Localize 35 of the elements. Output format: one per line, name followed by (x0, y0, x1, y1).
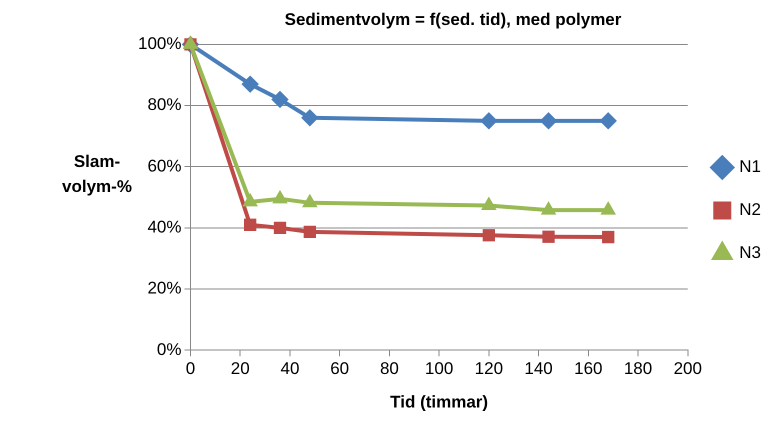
y-tick-label: 40% (147, 218, 182, 237)
point (540, 112, 558, 130)
point (542, 230, 555, 243)
x-tick-label: 140 (524, 359, 553, 378)
point (244, 218, 256, 231)
legend-label: N1 (739, 157, 762, 176)
point (482, 229, 496, 242)
point (242, 76, 259, 93)
y-tick-label: 100% (138, 34, 182, 54)
point (271, 90, 288, 108)
point (602, 230, 614, 244)
x-tick-label: 60 (330, 359, 350, 378)
x-tick-label: 40 (280, 359, 300, 378)
x-tick-label: 120 (474, 359, 504, 378)
x-tick-label: 180 (624, 359, 652, 378)
point (301, 109, 318, 126)
x-axis-title: Tid (timmar) (390, 392, 488, 412)
x-tick-label: 160 (574, 359, 602, 378)
legend-label: N2 (739, 200, 762, 220)
chart-title: Sedimentvolym = f(sed. tid), med polymer (284, 10, 622, 29)
legend-label: N3 (739, 243, 762, 262)
y-tick-label: 0% (156, 340, 182, 359)
x-tick-label: 200 (674, 359, 702, 378)
point (304, 226, 316, 238)
y-tick-label: 80% (147, 95, 182, 114)
point (600, 112, 617, 130)
y-tick-label: 60% (147, 156, 182, 176)
y-axis-title: Slam-volym-% (62, 151, 132, 198)
point (480, 112, 498, 130)
point (274, 222, 286, 234)
x-tick-label: 20 (230, 359, 250, 378)
x-tick-label: 80 (380, 359, 399, 378)
y-tick-label: 20% (147, 278, 182, 298)
x-tick-label: 0 (186, 359, 196, 378)
x-tick-label: 100 (424, 359, 454, 378)
